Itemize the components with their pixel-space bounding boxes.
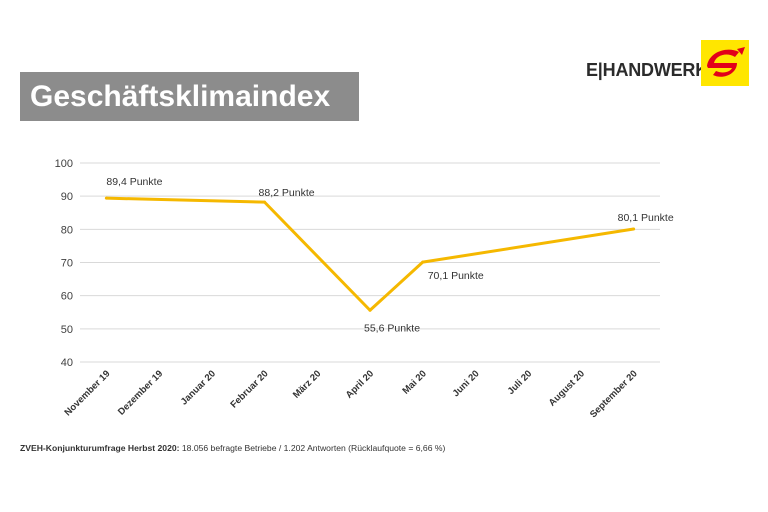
x-tick-label: März 20 [291, 368, 323, 400]
y-tick-label: 80 [61, 224, 73, 236]
survey-footnote: ZVEH-Konjunkturumfrage Herbst 2020: 18.0… [20, 443, 445, 453]
x-tick-label: Januar 20 [179, 368, 218, 407]
x-tick-label: Juli 20 [506, 368, 535, 397]
series-polyline [106, 196, 634, 312]
footnote-label: ZVEH-Konjunkturumfrage Herbst 2020: [20, 443, 180, 453]
footnote-text: 18.056 befragte Betriebe / 1.202 Antwort… [179, 443, 446, 453]
y-tick-label: 40 [61, 357, 73, 369]
x-axis-ticks: November 19 Dezember 19 Januar 20 Februar 2… [63, 368, 640, 420]
data-label: 70,1 Punkte [428, 270, 484, 282]
x-tick-label: November 19 [63, 368, 113, 418]
y-axis-ticks: 40 50 60 70 80 90 100 [55, 158, 73, 369]
y-tick-label: 50 [61, 324, 73, 336]
x-tick-label: Februar 20 [229, 368, 271, 410]
brand-logo-text: E|HANDWERK [586, 60, 709, 80]
e-handwerk-logo-icon [701, 40, 749, 86]
data-point [368, 308, 372, 312]
y-tick-label: 90 [61, 191, 73, 203]
data-label: 80,1 Punkte [618, 212, 674, 224]
x-tick-label: August 20 [547, 368, 587, 408]
x-tick-label: Juni 20 [451, 368, 482, 399]
page-title: Geschäftsklimaindex [20, 72, 359, 121]
data-labels: 89,4 Punkte 88,2 Punkte 55,6 Punkte 70,1 Pu… [106, 176, 673, 334]
data-point [421, 260, 425, 264]
data-label: 88,2 Punkte [259, 187, 315, 199]
x-tick-label: Dezember 19 [116, 368, 165, 417]
data-label: 89,4 Punkte [106, 176, 162, 188]
x-tick-label: September 20 [588, 368, 640, 420]
y-tick-label: 100 [55, 158, 73, 170]
y-tick-label: 60 [61, 291, 73, 303]
x-tick-label: April 20 [344, 368, 376, 400]
data-point [263, 200, 267, 204]
data-point [632, 227, 636, 231]
data-point [104, 196, 108, 200]
series-line [104, 196, 636, 312]
x-tick-label: Mai 20 [401, 368, 429, 396]
grid-lines [80, 162, 660, 363]
data-label: 55,6 Punkte [364, 322, 420, 334]
y-tick-label: 70 [61, 258, 73, 270]
line-chart: 40 50 60 70 80 90 100 November 19 Dezember 19 Ja… [55, 158, 674, 420]
